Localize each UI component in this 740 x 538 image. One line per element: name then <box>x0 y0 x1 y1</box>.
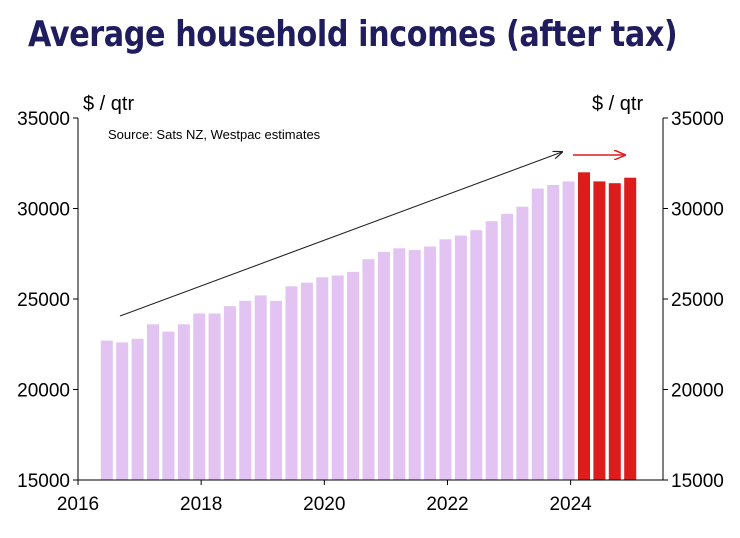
y-tick-label-left: 20000 <box>17 381 70 402</box>
chart-title: Average household incomes (after tax) <box>28 14 678 55</box>
bar-actual <box>316 277 329 480</box>
bar-actual <box>501 213 514 480</box>
bar-actual <box>239 300 252 480</box>
axes-group: 15000 20000 25000 30000 35000 15000 20000 25000… <box>17 109 724 515</box>
bar-actual <box>193 313 206 480</box>
bar-actual <box>547 185 560 480</box>
x-tick-label: 2022 <box>426 494 468 515</box>
bar-actual <box>162 331 175 480</box>
bar-actual <box>562 181 575 480</box>
y-axis-label-left: $ / qtr <box>83 93 134 115</box>
bar-actual <box>116 342 129 480</box>
y-tick-label-left: 15000 <box>17 471 70 492</box>
bar-actual <box>516 206 529 480</box>
y-tick-label-right: 25000 <box>671 290 724 311</box>
bar-actual <box>470 230 483 480</box>
bar-forecast <box>578 172 590 481</box>
bar-actual <box>223 306 236 480</box>
source-annotation: Source: Sats NZ, Westpac estimates <box>108 127 321 142</box>
bar-actual <box>131 338 144 480</box>
y-tick-label-left: 35000 <box>17 109 70 130</box>
x-tick-label: 2018 <box>180 494 222 515</box>
bar-actual <box>454 235 467 480</box>
bar-actual <box>147 324 159 480</box>
bar-actual <box>208 313 221 480</box>
bar-actual <box>424 246 437 480</box>
bar-actual <box>377 251 390 480</box>
y-tick-label-left: 30000 <box>17 200 70 221</box>
bar-actual <box>485 221 498 480</box>
bar-actual <box>331 275 344 480</box>
y-tick-label-left: 25000 <box>17 290 70 311</box>
x-tick-label: 2016 <box>57 494 99 515</box>
bar-actual <box>270 300 283 480</box>
y-tick-label-right: 35000 <box>671 109 724 130</box>
bar-actual <box>285 286 298 480</box>
y-tick-label-right: 20000 <box>671 381 724 402</box>
bar-actual <box>177 324 190 480</box>
x-tick-label: 2024 <box>549 494 592 515</box>
trend-arrow <box>119 152 562 317</box>
bar-actual <box>300 282 313 480</box>
bar-forecast <box>608 183 621 480</box>
x-tick-label: 2020 <box>303 494 345 515</box>
y-axis-label-right: $ / qtr <box>592 93 643 115</box>
bar-forecast <box>593 181 606 480</box>
bar-forecast <box>624 177 637 480</box>
bar-actual <box>362 259 375 480</box>
y-tick-label-right: 15000 <box>671 471 724 492</box>
bar-actual <box>100 340 113 480</box>
bar-actual <box>393 248 406 480</box>
bar-actual <box>254 295 267 480</box>
bar-actual <box>408 250 421 480</box>
bar-actual <box>347 271 360 480</box>
bar-actual <box>439 239 452 480</box>
bars-group <box>100 172 637 481</box>
y-tick-label-right: 30000 <box>671 200 724 221</box>
bar-actual <box>531 188 544 480</box>
